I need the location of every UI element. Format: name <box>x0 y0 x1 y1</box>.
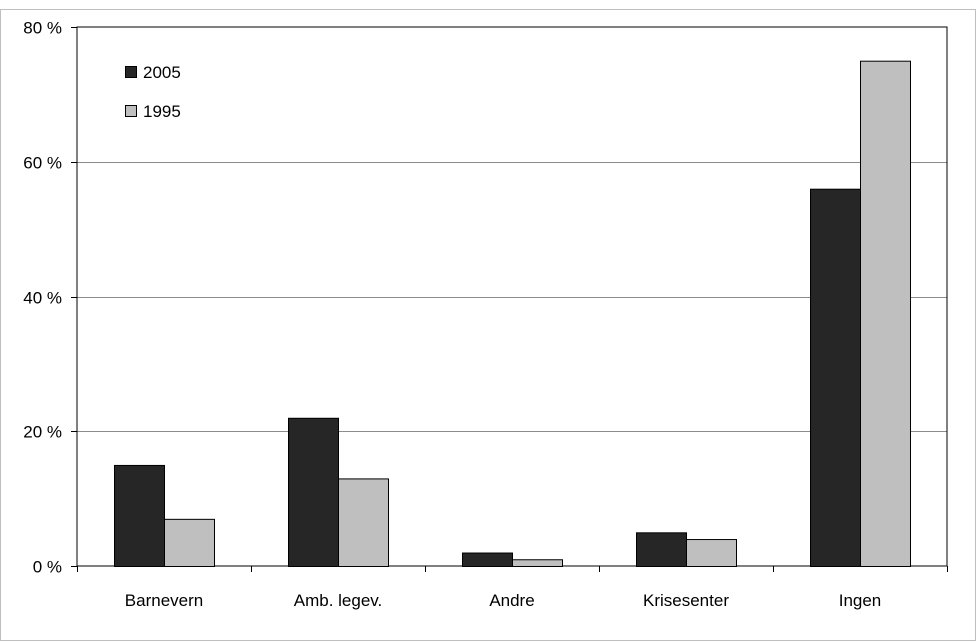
bar-1995-0 <box>164 518 215 568</box>
bar-2005-2 <box>462 552 513 568</box>
legend-label-2005: 2005 <box>143 63 181 82</box>
x-category-label: Barnevern <box>125 591 203 610</box>
gridlines <box>77 162 947 432</box>
x-category-label: Amb. legev. <box>294 591 383 610</box>
x-category-label: Krisesenter <box>643 591 729 610</box>
axes: 0 % 20 % 40 % 60 % 80 % Barnevern Amb. legev. A… <box>23 19 948 610</box>
legend-swatch-1995 <box>125 105 137 117</box>
legend: 2005 1995 <box>125 63 181 121</box>
y-tick-label: 0 % <box>33 558 62 577</box>
bar-1995-1 <box>338 478 389 568</box>
bar-2005-3 <box>636 532 687 567</box>
bar-1995-2 <box>512 559 563 568</box>
legend-label-1995: 1995 <box>143 102 181 121</box>
bar-1995-4 <box>860 60 911 567</box>
bars <box>114 60 911 568</box>
legend-swatch-2005 <box>125 66 137 78</box>
bar-2005-1 <box>288 417 339 567</box>
bar-2005-4 <box>810 188 861 567</box>
y-tick-label: 80 % <box>23 19 62 38</box>
y-tick-label: 20 % <box>23 423 62 442</box>
bar-1995-3 <box>686 539 737 567</box>
y-tick-label: 60 % <box>23 154 62 173</box>
bar-2005-0 <box>114 464 165 567</box>
x-category-label: Andre <box>489 591 534 610</box>
y-tick-label: 40 % <box>23 289 62 308</box>
x-category-label: Ingen <box>839 591 882 610</box>
